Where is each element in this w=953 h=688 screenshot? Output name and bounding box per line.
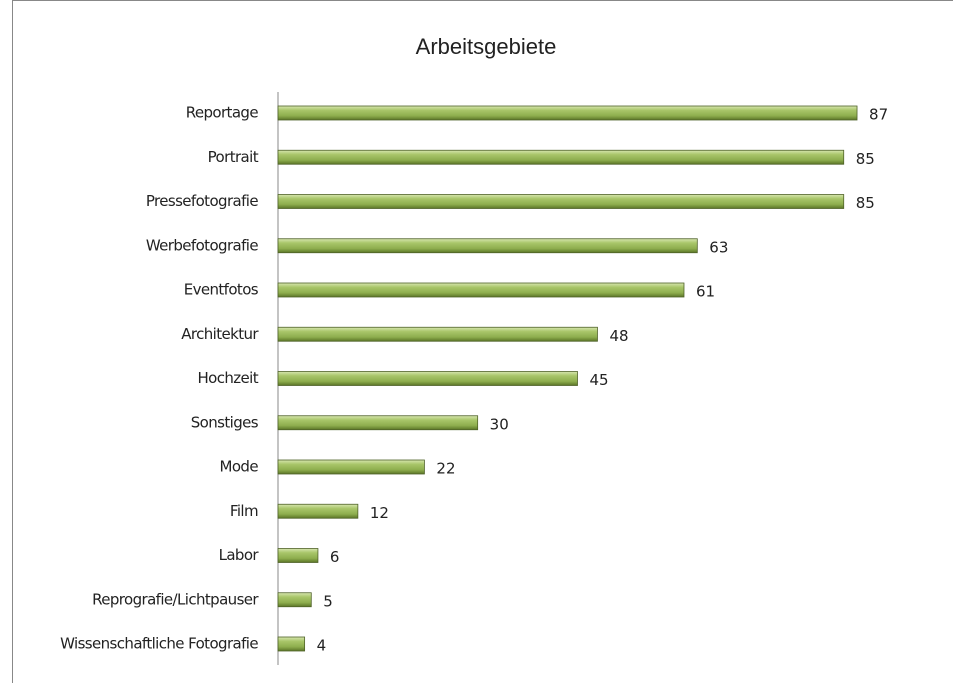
category-label: Architektur — [181, 325, 259, 343]
chart-title: Arbeitsgebiete — [416, 34, 557, 59]
bar — [278, 460, 424, 474]
data-label: 63 — [709, 238, 728, 256]
category-label: Portrait — [208, 148, 259, 166]
data-label: 5 — [323, 592, 333, 610]
data-label: 45 — [590, 371, 609, 389]
data-label: 4 — [317, 637, 327, 655]
bar — [278, 283, 684, 297]
category-label: Werbefotografie — [146, 236, 259, 254]
bar — [278, 504, 358, 518]
category-label: Hochzeit — [197, 369, 258, 387]
data-label: 30 — [490, 415, 509, 433]
bar — [278, 416, 478, 430]
bar — [278, 549, 318, 563]
bar — [278, 593, 311, 607]
category-label: Pressefotografie — [146, 192, 259, 210]
bar — [278, 195, 844, 209]
bar — [278, 150, 844, 164]
category-label: Sonstiges — [191, 413, 259, 431]
category-label: Wissenschaftliche Fotografie — [60, 635, 258, 653]
data-label: 12 — [370, 504, 389, 522]
bar — [278, 327, 597, 341]
data-label: 85 — [856, 194, 875, 212]
category-label: Mode — [220, 458, 259, 476]
category-label: Labor — [219, 546, 260, 564]
data-label: 48 — [609, 327, 628, 345]
bar — [278, 637, 305, 651]
category-label: Reportage — [186, 104, 259, 122]
data-label: 87 — [869, 106, 888, 124]
data-label: 61 — [696, 283, 715, 301]
bar — [278, 106, 857, 120]
data-label: 22 — [436, 460, 455, 478]
category-label: Reprografie/Lichtpauser — [92, 590, 259, 608]
category-label: Film — [230, 502, 258, 520]
bar — [278, 372, 578, 386]
category-label: Eventfotos — [184, 281, 259, 299]
bar — [278, 239, 697, 253]
data-label: 85 — [856, 150, 875, 168]
chart-frame — [13, 1, 953, 684]
data-label: 6 — [330, 548, 340, 566]
